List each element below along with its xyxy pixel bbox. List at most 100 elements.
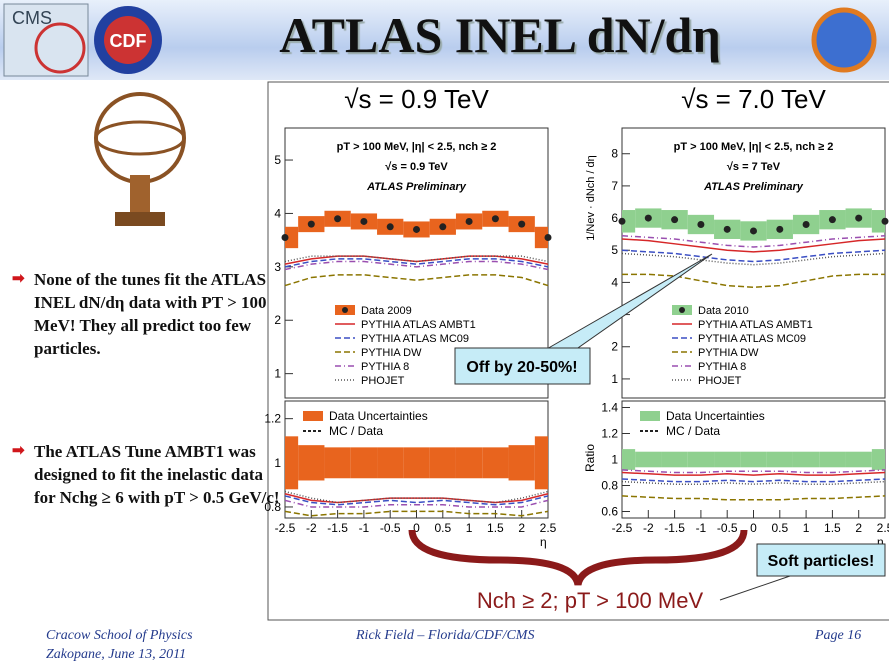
x-tick-label: -2.5 [612, 521, 633, 535]
x-tick-label: 2 [518, 521, 525, 535]
globe-logo [811, 7, 877, 73]
ratio-curve [621, 471, 886, 476]
ratio-band [350, 447, 378, 479]
panel-heading: √s = 0.9 TeV [344, 84, 489, 114]
cut-label: Nch ≥ 2; pT > 100 MeV [477, 588, 704, 613]
legend-entry: Data 2010 [698, 305, 749, 317]
legend-entry: MC / Data [666, 424, 720, 438]
slide-title: ATLAS INEL dN/dη [279, 7, 721, 63]
data-point [802, 221, 810, 229]
ratio-band [871, 449, 885, 470]
legend-swatch [303, 411, 323, 421]
y-tick-label: 1.2 [601, 427, 618, 441]
bullet: None of the tunes fit the ATLAS INEL dN/… [12, 268, 282, 360]
x-tick-label: 0 [750, 521, 757, 535]
y-axis-label: Ratio [583, 444, 597, 472]
ratio-band [766, 451, 793, 468]
y-tick-label: 1.2 [264, 412, 281, 426]
y-tick-label: 1.4 [601, 401, 618, 415]
callout-text: Off by 20-50%! [466, 359, 577, 376]
legend-entry: PHOJET [361, 375, 405, 387]
ratio-curve [284, 510, 549, 517]
data-point [439, 223, 447, 231]
ratio-band [687, 451, 715, 468]
data-point [491, 215, 499, 223]
ratio-curve [284, 495, 549, 506]
data-point [386, 223, 394, 231]
legend-entry: MC / Data [329, 424, 383, 438]
y-tick-label: 0.8 [601, 479, 618, 493]
data-point [360, 217, 368, 225]
footer-author: Rick Field – Florida/CDF/CMS [356, 628, 535, 643]
atlas-statue [94, 92, 186, 226]
plot-frame [621, 127, 886, 399]
x-tick-label: -2.5 [275, 521, 296, 535]
ratio-band [324, 447, 351, 479]
legend-entry: PYTHIA 8 [361, 361, 409, 373]
y-axis-label: 1/Nev · dNch / dη [585, 155, 597, 241]
y-tick-label: 1 [611, 453, 618, 467]
plot-info: √s = 0.9 TeV [385, 161, 448, 173]
error-band [534, 226, 548, 249]
data-point [855, 214, 863, 222]
ratio-curve [621, 469, 886, 474]
y-tick-label: 5 [274, 153, 281, 167]
legend-swatch [342, 307, 348, 313]
mc-curve [621, 252, 886, 266]
ratio-band [622, 449, 636, 470]
brace [408, 529, 748, 586]
data-point [544, 233, 552, 241]
x-tick-label: 2 [855, 521, 862, 535]
plot-info: ATLAS Preliminary [703, 181, 804, 193]
ratio-band [298, 445, 325, 481]
legend-entry: PYTHIA ATLAS MC09 [698, 333, 806, 345]
y-tick-label: 6 [611, 211, 618, 225]
plot-info: pT > 100 MeV, |η| < 2.5, nch ≥ 2 [337, 141, 497, 153]
data-point [881, 217, 889, 225]
x-axis-label: η [877, 535, 884, 549]
plot-info: √s = 7 TeV [727, 161, 781, 173]
y-tick-label: 8 [611, 147, 618, 161]
x-axis-label: η [540, 535, 547, 549]
x-tick-label: 2.5 [540, 521, 557, 535]
error-band [622, 210, 636, 233]
ratio-curve [621, 480, 886, 485]
ratio-band [377, 447, 404, 479]
ratio-band [740, 451, 767, 468]
ratio-band [403, 447, 430, 479]
cdf-logo-inner [104, 16, 152, 64]
legend-entry: PHOJET [698, 375, 742, 387]
mc-curve [284, 274, 549, 287]
ratio-band [819, 451, 846, 468]
ratio-band [845, 451, 872, 468]
legend-entry: Data Uncertainties [666, 409, 765, 423]
y-tick-label: 1 [274, 367, 281, 381]
y-tick-label: 7 [611, 179, 618, 193]
cms-logo-text: CMS [12, 8, 52, 28]
panel-heading: √s = 7.0 TeV [681, 84, 826, 114]
data-point [413, 225, 420, 233]
ratio-band [792, 451, 820, 468]
mc-curve [621, 249, 886, 263]
footer-page: Page 16 [815, 628, 862, 643]
footer-date: Zakopane, June 13, 2011 [46, 647, 187, 662]
y-tick-label: 1 [611, 372, 618, 386]
data-point [644, 214, 652, 222]
x-tick-label: -0.5 [380, 521, 401, 535]
x-tick-label: -2 [643, 521, 654, 535]
data-point [307, 220, 315, 228]
ratio-curve [621, 495, 886, 501]
mc-curve [284, 260, 549, 271]
error-band [871, 210, 885, 233]
ratio-curve [621, 478, 886, 483]
x-tick-label: -0.5 [717, 521, 738, 535]
data-point [465, 217, 473, 225]
x-tick-label: 0.5 [434, 521, 451, 535]
legend-entry: Data 2009 [361, 305, 412, 317]
x-tick-label: 1 [803, 521, 810, 535]
mc-curve [622, 273, 885, 288]
cms-logo-ring [34, 22, 86, 74]
y-tick-label: 2 [611, 340, 618, 354]
